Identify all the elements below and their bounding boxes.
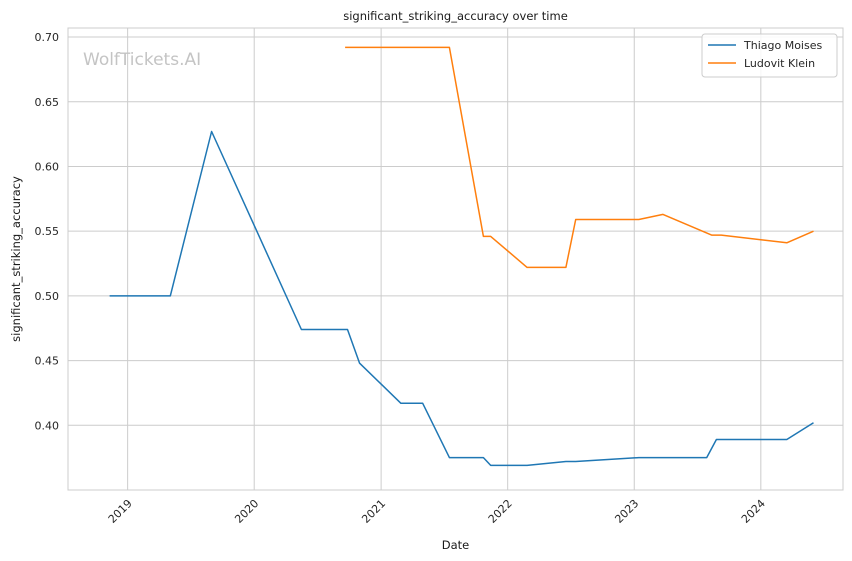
y-tick-label: 0.70 [35, 31, 60, 44]
plot-frame [67, 27, 844, 491]
y-tick-label: 0.60 [35, 160, 60, 173]
y-axis-ticks: 0.40 0.45 0.50 0.55 0.60 0.65 0.70 [35, 31, 60, 432]
plot-area [68, 28, 843, 490]
legend-label: Thiago Moises [743, 39, 822, 52]
x-axis-label: Date [442, 538, 470, 552]
series-line-ludovit-klein [345, 46, 814, 269]
grid [68, 28, 843, 490]
y-tick-label: 0.55 [35, 225, 60, 238]
y-axis-label: significant_striking_accuracy [9, 176, 23, 342]
series-line-thiago-moises [109, 130, 814, 467]
y-tick-label: 0.65 [35, 96, 60, 109]
y-tick-label: 0.50 [35, 290, 60, 303]
watermark: WolfTickets.AI [83, 50, 201, 70]
series-lines [109, 46, 814, 467]
legend: Thiago Moises Ludovit Klein [701, 33, 838, 78]
legend-label: Ludovit Klein [744, 57, 815, 70]
y-tick-label: 0.45 [35, 355, 60, 368]
chart-title: significant_striking_accuracy over time [343, 9, 568, 23]
y-tick-label: 0.40 [35, 419, 60, 432]
